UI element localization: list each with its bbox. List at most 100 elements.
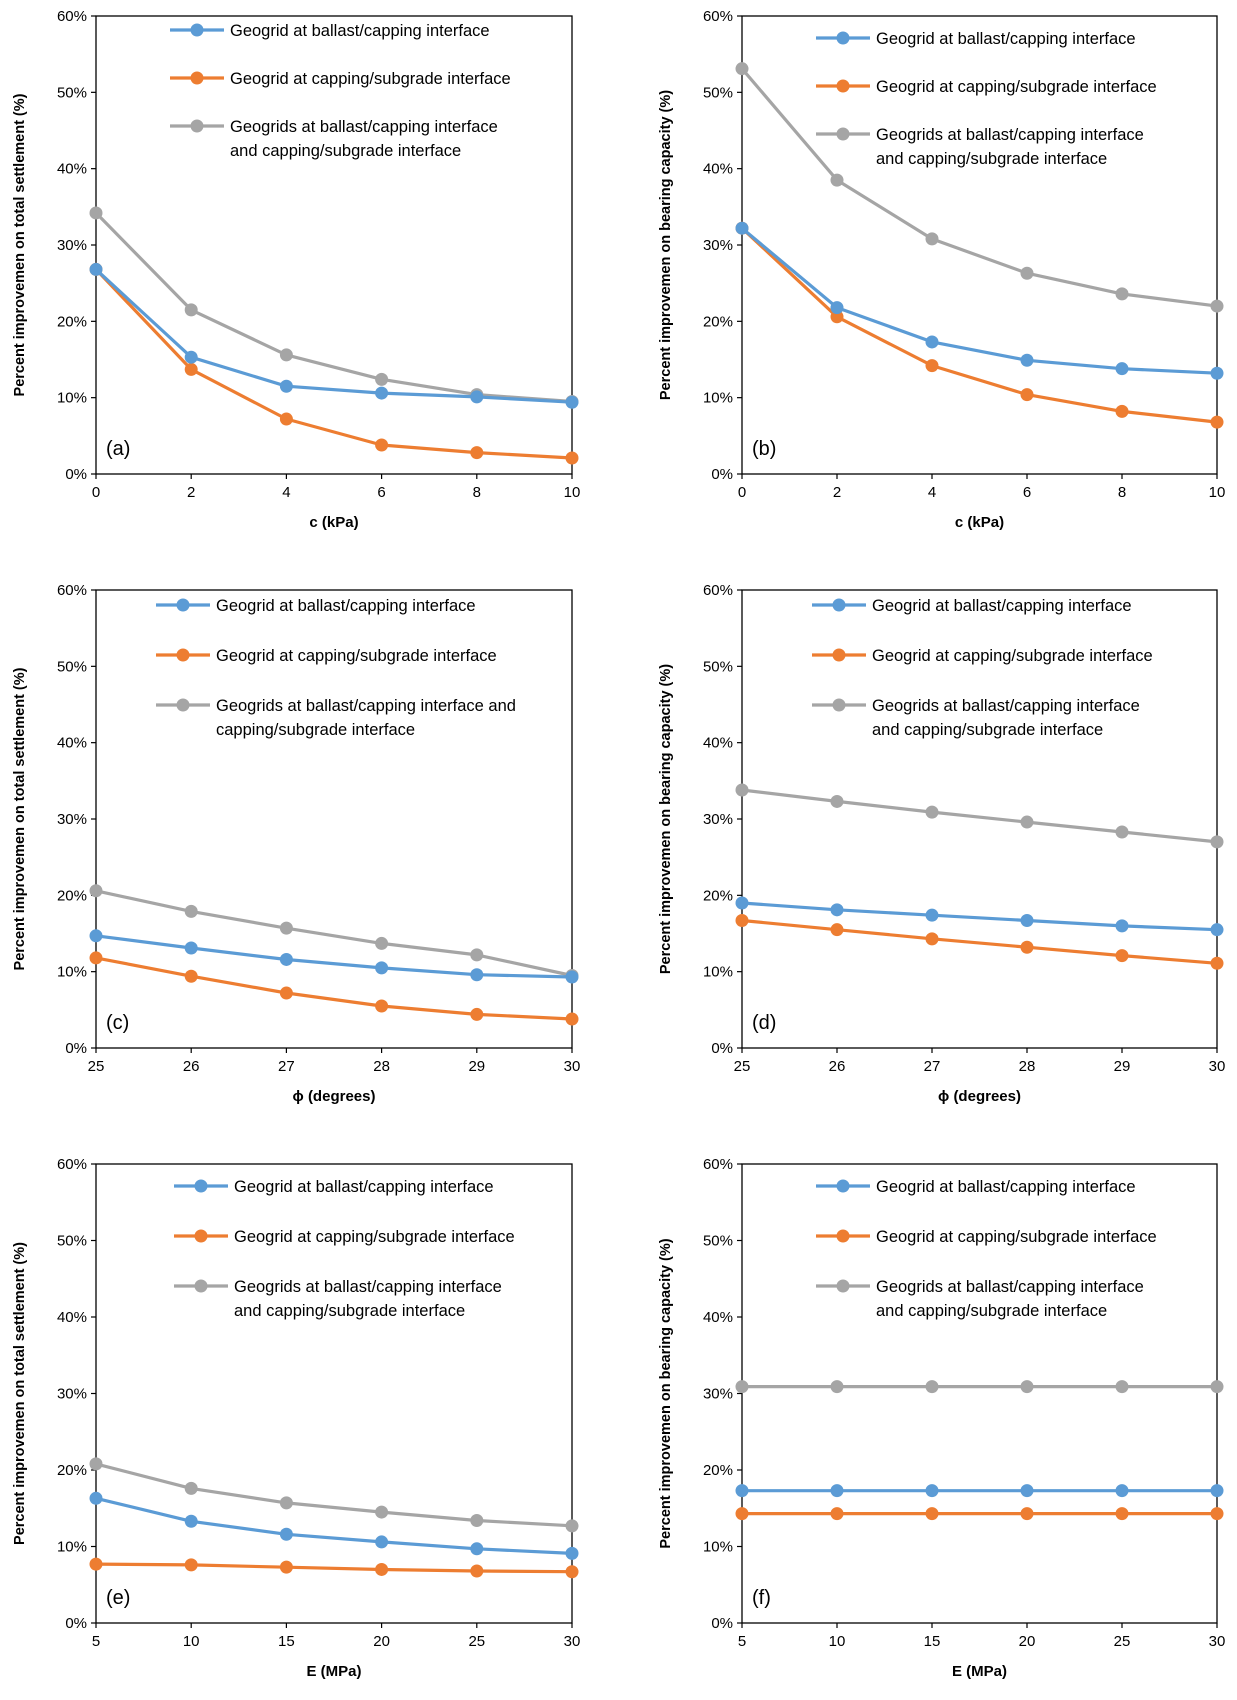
y-tick-label: 20% <box>703 313 733 330</box>
y-tick-label: 30% <box>57 237 87 254</box>
data-point <box>279 412 293 426</box>
data-point <box>1020 353 1034 367</box>
data-point <box>1020 1507 1034 1521</box>
x-tick-label: 27 <box>924 1058 941 1075</box>
legend: Geogrid at ballast/capping interface Geog… <box>156 597 516 739</box>
legend-swatch-marker <box>176 598 190 612</box>
data-point <box>89 1557 103 1571</box>
x-tick-label: 0 <box>92 484 100 501</box>
legend-entry-line: Geogrid at capping/subgrade interface <box>230 70 511 88</box>
y-tick-label: 60% <box>57 8 87 25</box>
x-tick-label: 6 <box>377 484 385 501</box>
data-point <box>830 794 844 808</box>
legend-swatch-marker <box>194 1229 208 1243</box>
x-tick-label: 15 <box>278 1633 295 1650</box>
data-point <box>375 936 389 950</box>
data-point <box>184 969 198 983</box>
data-point <box>89 206 103 220</box>
data-point <box>735 1507 749 1521</box>
y-tick-label: 50% <box>57 658 87 675</box>
data-point <box>1115 949 1129 963</box>
y-tick-label: 0% <box>65 1615 87 1632</box>
legend-entry-line: Geogrid at ballast/capping interface <box>876 1178 1136 1196</box>
x-tick-label: 28 <box>373 1058 390 1075</box>
data-point <box>1115 825 1129 839</box>
data-point <box>925 359 939 373</box>
legend-entry: Geogrids at ballast/capping interface an… <box>216 697 516 739</box>
legend-entry: Geogrid at capping/subgrade interface <box>872 647 1153 665</box>
x-tick-label: 15 <box>924 1633 941 1650</box>
x-tick-label: 29 <box>1114 1058 1131 1075</box>
data-point <box>470 446 484 460</box>
data-point <box>565 1546 579 1560</box>
data-point <box>89 929 103 943</box>
y-axis-label: Percent improvemen on total settlement (… <box>12 667 28 970</box>
data-point <box>279 986 293 1000</box>
data-point <box>279 952 293 966</box>
data-point <box>925 1484 939 1498</box>
legend-entry: Geogrids at ballast/capping interface and… <box>234 1278 502 1320</box>
data-point <box>925 1380 939 1394</box>
legend-entry: Geogrid at capping/subgrade interface <box>230 70 511 88</box>
x-axis-label: c (kPa) <box>955 514 1004 531</box>
data-point <box>830 1507 844 1521</box>
data-point <box>375 1505 389 1519</box>
data-point <box>470 1007 484 1021</box>
x-tick-label: 20 <box>373 1633 390 1650</box>
y-tick-label: 60% <box>703 1156 733 1173</box>
x-tick-label: 25 <box>468 1633 485 1650</box>
y-tick-label: 0% <box>711 1040 733 1057</box>
legend-entry: Geogrid at ballast/capping interface <box>230 22 490 40</box>
data-point <box>470 390 484 404</box>
data-point <box>375 999 389 1013</box>
legend-swatch-marker <box>832 698 846 712</box>
chart-panel-b: 0% 10% 20% 30% 40% 50% 60% 0 2 4 6 8 10 c (kPa) Percen… <box>658 8 1225 531</box>
legend-entry: Geogrid at ballast/capping interface <box>876 30 1136 48</box>
data-point <box>1115 1507 1129 1521</box>
data-point <box>1020 266 1034 280</box>
data-point <box>1115 287 1129 301</box>
y-tick-label: 60% <box>57 1156 87 1173</box>
legend-entry-line: capping/subgrade interface <box>216 721 415 739</box>
data-point <box>830 301 844 315</box>
x-tick-label: 2 <box>833 484 841 501</box>
y-tick-label: 40% <box>57 161 87 178</box>
legend-entry-line: Geogrid at capping/subgrade interface <box>234 1228 515 1246</box>
data-point <box>279 1496 293 1510</box>
legend-swatch-marker <box>176 648 190 662</box>
legend-swatch-marker <box>190 119 204 133</box>
data-point <box>735 1380 749 1394</box>
data-point <box>830 1380 844 1394</box>
x-tick-label: 30 <box>564 1058 581 1075</box>
legend-entry-line: Geogrid at capping/subgrade interface <box>216 647 497 665</box>
legend-entry-line: Geogrids at ballast/capping interface <box>872 697 1140 715</box>
data-point <box>375 1562 389 1576</box>
x-axis-label: ϕ (degrees) <box>938 1088 1021 1105</box>
x-tick-label: 30 <box>1209 1058 1226 1075</box>
x-tick-label: 4 <box>282 484 290 501</box>
x-tick-label: 8 <box>1118 484 1126 501</box>
y-tick-label: 0% <box>711 1615 733 1632</box>
data-point <box>925 1507 939 1521</box>
data-point <box>735 896 749 910</box>
series-line-2 <box>741 918 1218 965</box>
legend-swatch-marker <box>836 127 850 141</box>
data-point <box>925 232 939 246</box>
data-point <box>184 303 198 317</box>
y-tick-label: 40% <box>703 735 733 752</box>
data-point <box>89 1491 103 1505</box>
legend-entry-line: Geogrids at ballast/capping interface <box>230 118 498 136</box>
y-tick-label: 60% <box>703 582 733 599</box>
data-point <box>89 951 103 965</box>
data-point <box>279 348 293 362</box>
legend-entry-line: Geogrid at capping/subgrade interface <box>876 1228 1157 1246</box>
data-point <box>830 173 844 187</box>
data-point <box>279 379 293 393</box>
y-axis-label: Percent improvemen on bearing capacity (… <box>658 664 674 974</box>
data-point <box>565 970 579 984</box>
series-line-2 <box>94 268 573 460</box>
x-tick-label: 10 <box>829 1633 846 1650</box>
legend-entry-line: Geogrid at ballast/capping interface <box>216 597 476 615</box>
x-tick-label: 26 <box>183 1058 200 1075</box>
